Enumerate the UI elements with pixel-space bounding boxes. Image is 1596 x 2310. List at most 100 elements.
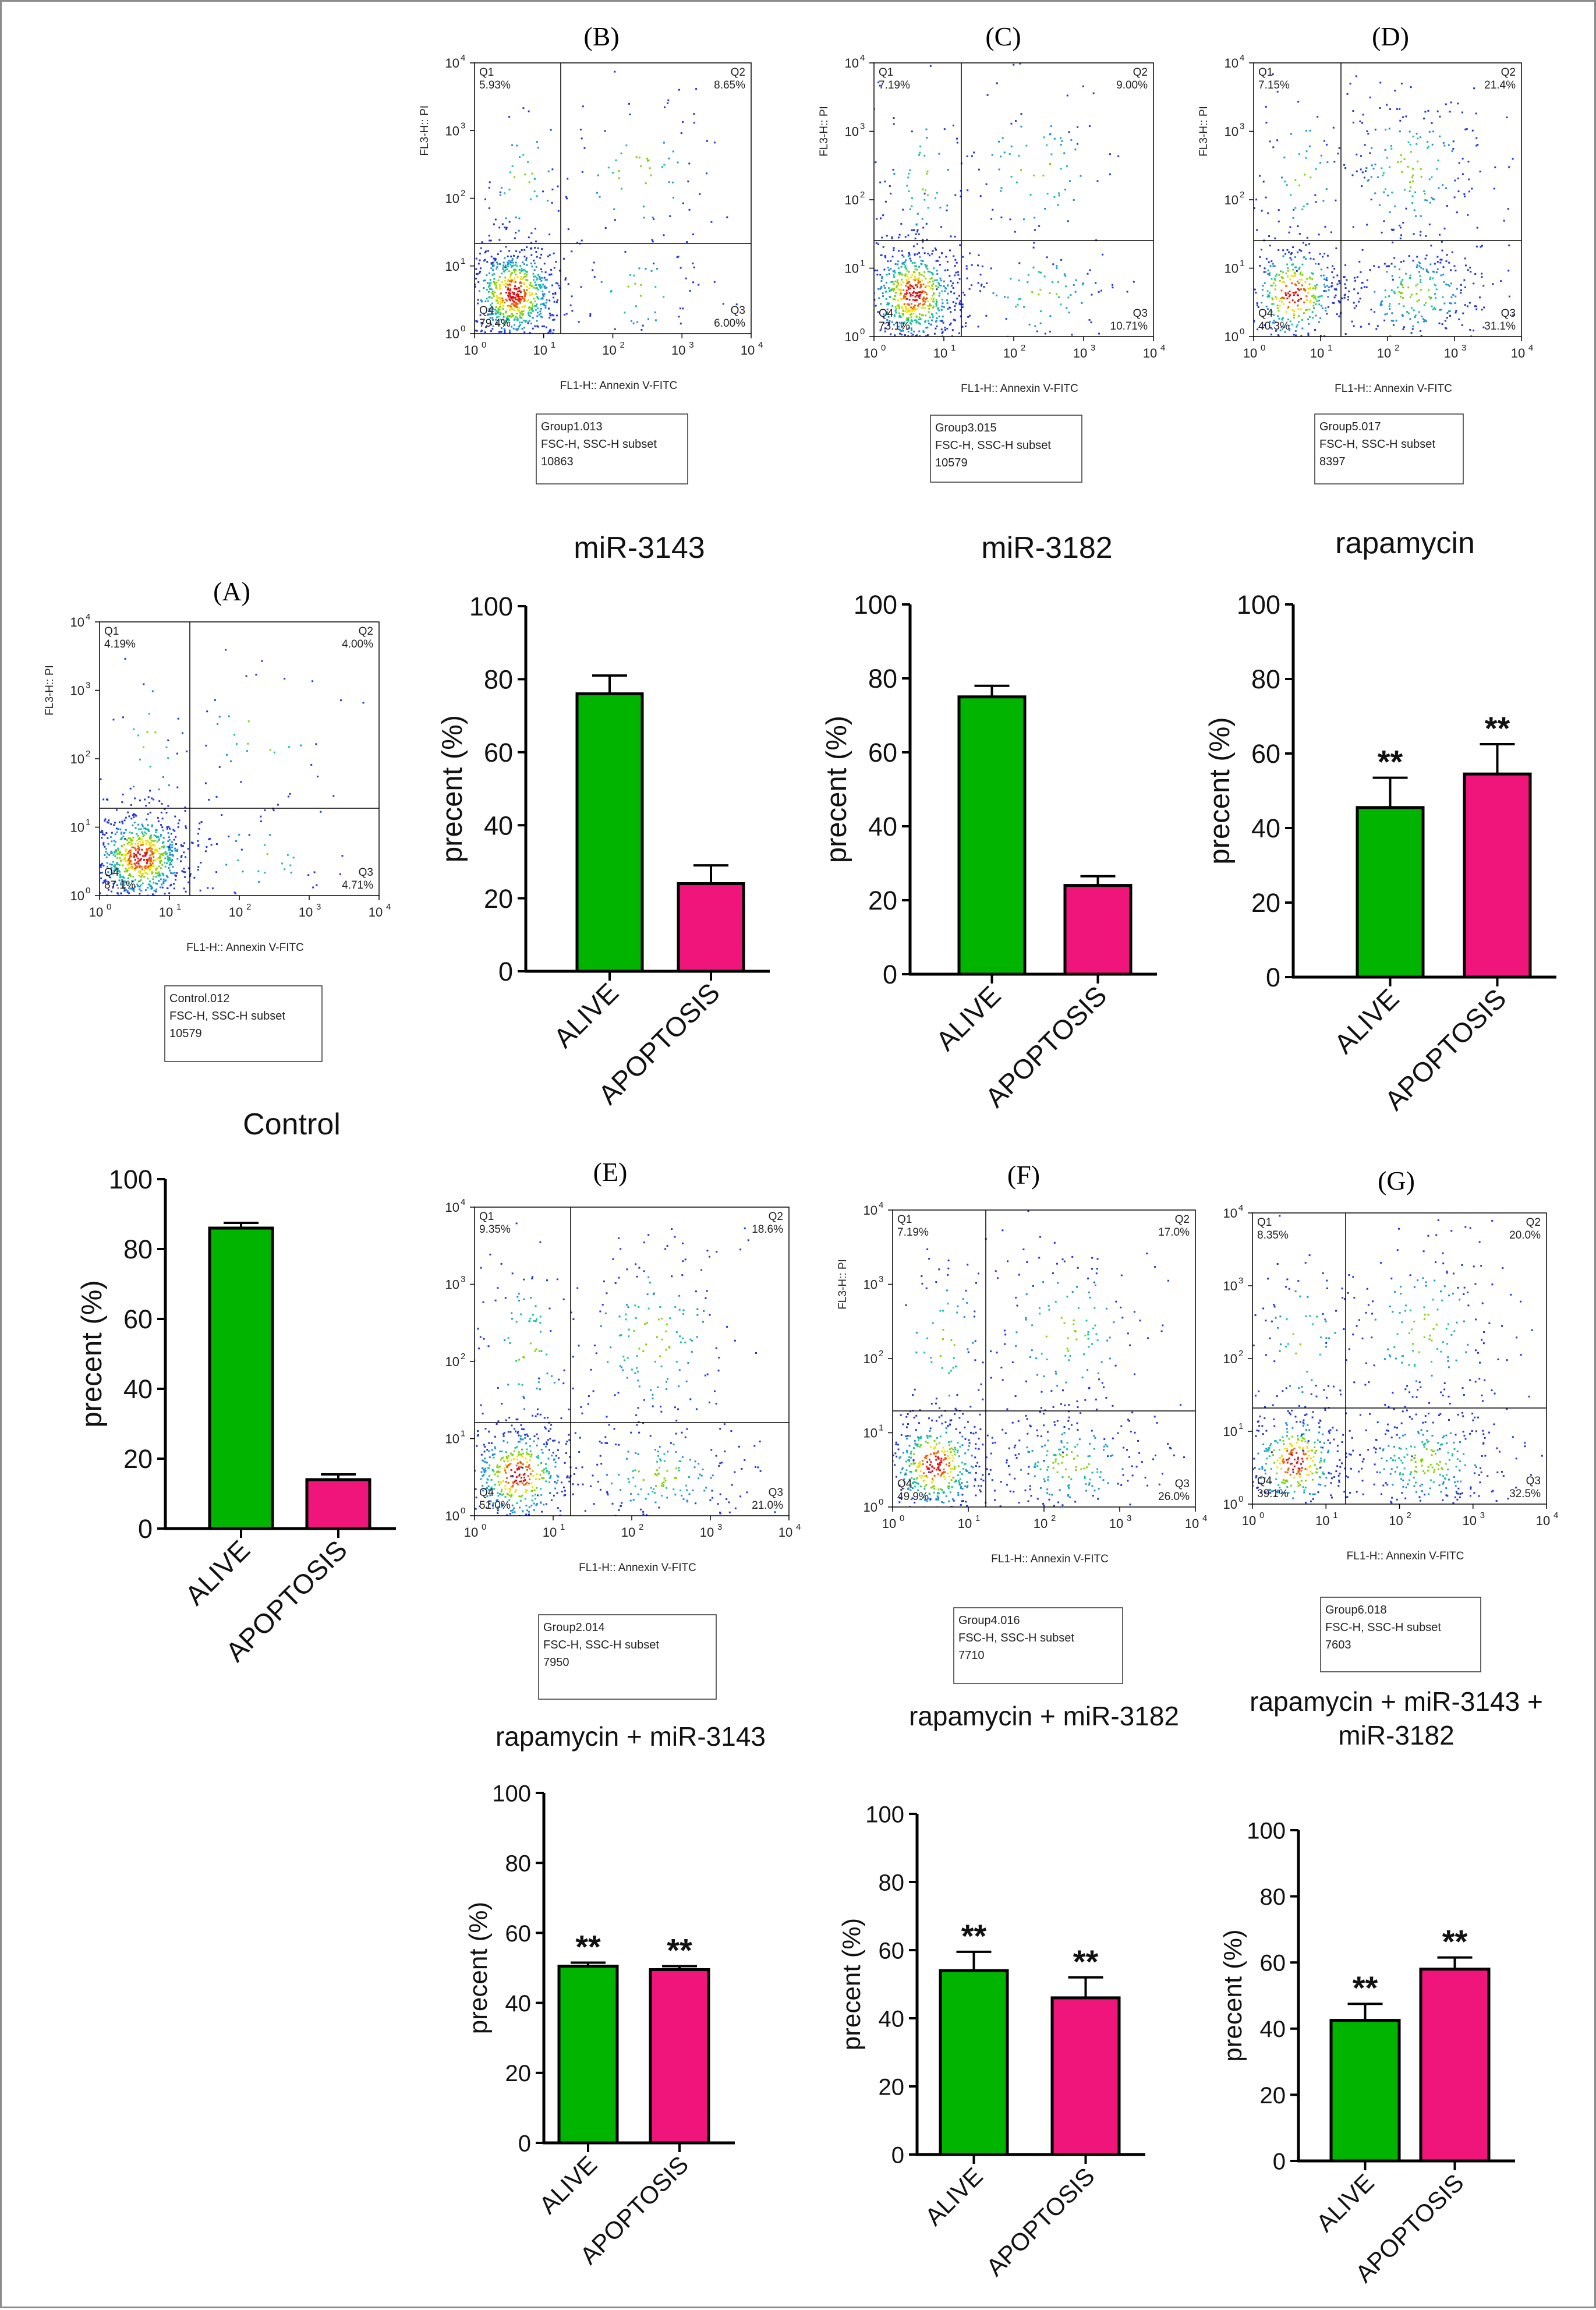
q4-value: 87.1% [104,879,136,892]
q1-name: Q1 [104,625,119,638]
y-tick-exponent: 3 [860,122,865,132]
q2-value: 18.6% [752,1223,783,1236]
q2-name: Q2 [1175,1214,1190,1226]
q3-name: Q3 [1175,1478,1190,1490]
x-tick-label: 10 [1377,346,1391,360]
y-tick-exponent: 2 [461,189,465,199]
panel-label: (G) [1378,1166,1415,1195]
x-axis-title: FL1-H:: Annexin V-FITC [579,1562,696,1574]
x-tick-label: 10 [864,346,877,360]
y-tick-label: 60 [484,738,513,767]
y-tick-label: 10 [864,1278,877,1292]
y-tick-label: 60 [868,738,897,767]
q3-name: Q3 [359,866,373,879]
bar-alive [559,1966,617,2143]
y-tick-exponent: 0 [1238,1494,1243,1504]
chart-title: rapamycin + miR-3143 [496,1721,766,1752]
y-axis-title: precent (%) [1219,1929,1247,2061]
panel-label: (F) [1007,1160,1040,1190]
info-line: FSC-H, SSC-H subset [543,1639,659,1651]
bar-apoptosis [1421,1969,1489,2161]
y-tick-label: 40 [868,812,897,841]
q2-name: Q2 [1501,66,1516,79]
x-tick-label: 10 [533,343,547,358]
y-tick-exponent: 3 [1238,1276,1243,1286]
x-tick-label: 10 [369,905,383,919]
x-tick-label: 10 [1243,346,1257,360]
y-tick-label: 10 [70,752,84,766]
y-tick-label: 40 [1260,2017,1286,2042]
y-tick-label: 40 [505,1991,532,2017]
bar-apoptosis [307,1480,370,1529]
panel-label: (E) [593,1157,628,1187]
x-tick-exponent: 4 [1160,343,1165,353]
y-tick-label: 10 [845,330,859,344]
x-tick-label: ALIVE [547,977,624,1054]
bar-chart-rapaboth: rapamycin + miR-3143 +miR-31820204060801… [1219,1686,1543,2287]
y-tick-exponent: 4 [1240,53,1244,63]
y-tick-exponent: 3 [1240,122,1244,132]
q3-value: 4.71% [342,879,373,892]
x-tick-label: 10 [958,1516,972,1531]
y-tick-label: 10 [845,56,859,70]
y-tick-label: 0 [883,960,897,989]
x-tick-label: 10 [1143,346,1157,360]
y-axis-title: precent (%) [464,1902,493,2034]
y-tick-exponent: 1 [461,256,465,266]
y-tick-exponent: 0 [1240,327,1244,337]
y-tick-label: 80 [123,1234,153,1264]
bar-apoptosis [1052,1998,1119,2155]
y-tick-label: 10 [445,1509,459,1523]
q2-name: Q2 [359,625,373,638]
y-axis-title: FL3-H:: PI [837,1259,849,1310]
y-tick-label: 0 [498,957,513,986]
y-tick-exponent: 2 [1238,1349,1243,1359]
x-tick-label: ALIVE [930,980,1007,1057]
y-tick-label: 10 [1225,330,1238,344]
info-line: 7950 [543,1656,569,1669]
x-tick-label: 10 [464,343,478,358]
x-tick-exponent: 1 [176,902,181,912]
x-tick-label: 10 [1444,346,1458,360]
y-tick-exponent: 0 [879,1497,883,1507]
significance-marker: ** [961,1918,987,1954]
y-tick-label: 0 [138,1514,153,1544]
bar-apoptosis [1464,774,1530,977]
y-axis-title: precent (%) [76,1280,108,1427]
y-axis-title: precent (%) [821,716,852,863]
q2-name: Q2 [769,1211,783,1223]
y-tick-label: 10 [845,125,859,139]
x-tick-exponent: 2 [1395,343,1399,353]
info-line: Control.012 [169,992,229,1005]
x-tick-label: 10 [229,905,243,919]
x-tick-label: 10 [700,1525,714,1540]
y-tick-label: 60 [123,1304,153,1334]
y-tick-label: 100 [492,1781,531,1806]
y-tick-label: 60 [505,1921,532,1947]
x-tick-exponent: 2 [246,902,251,912]
y-tick-exponent: 4 [1238,1203,1243,1213]
q4-name: Q4 [104,866,119,879]
q2-name: Q2 [1133,66,1148,79]
q4-value: 40.3% [1258,320,1290,332]
info-line: 10579 [169,1027,202,1040]
chart-title: rapamycin [1335,526,1475,560]
y-tick-exponent: 4 [879,1200,883,1210]
x-tick-exponent: 2 [639,1522,643,1532]
y-tick-label: 80 [1260,1884,1286,1910]
x-tick-label: 10 [778,1525,792,1540]
y-tick-label: 10 [864,1500,877,1515]
y-tick-label: 20 [505,2061,532,2086]
x-tick-exponent: 1 [560,1522,565,1532]
bar-apoptosis [1065,886,1131,974]
y-tick-exponent: 3 [461,121,465,130]
scatter-dots [1223,1215,1550,1586]
significance-marker: ** [1442,1923,1468,1960]
x-tick-exponent: 3 [1091,343,1095,353]
x-tick-label: 10 [671,343,685,358]
significance-marker: ** [1353,1969,1378,2006]
